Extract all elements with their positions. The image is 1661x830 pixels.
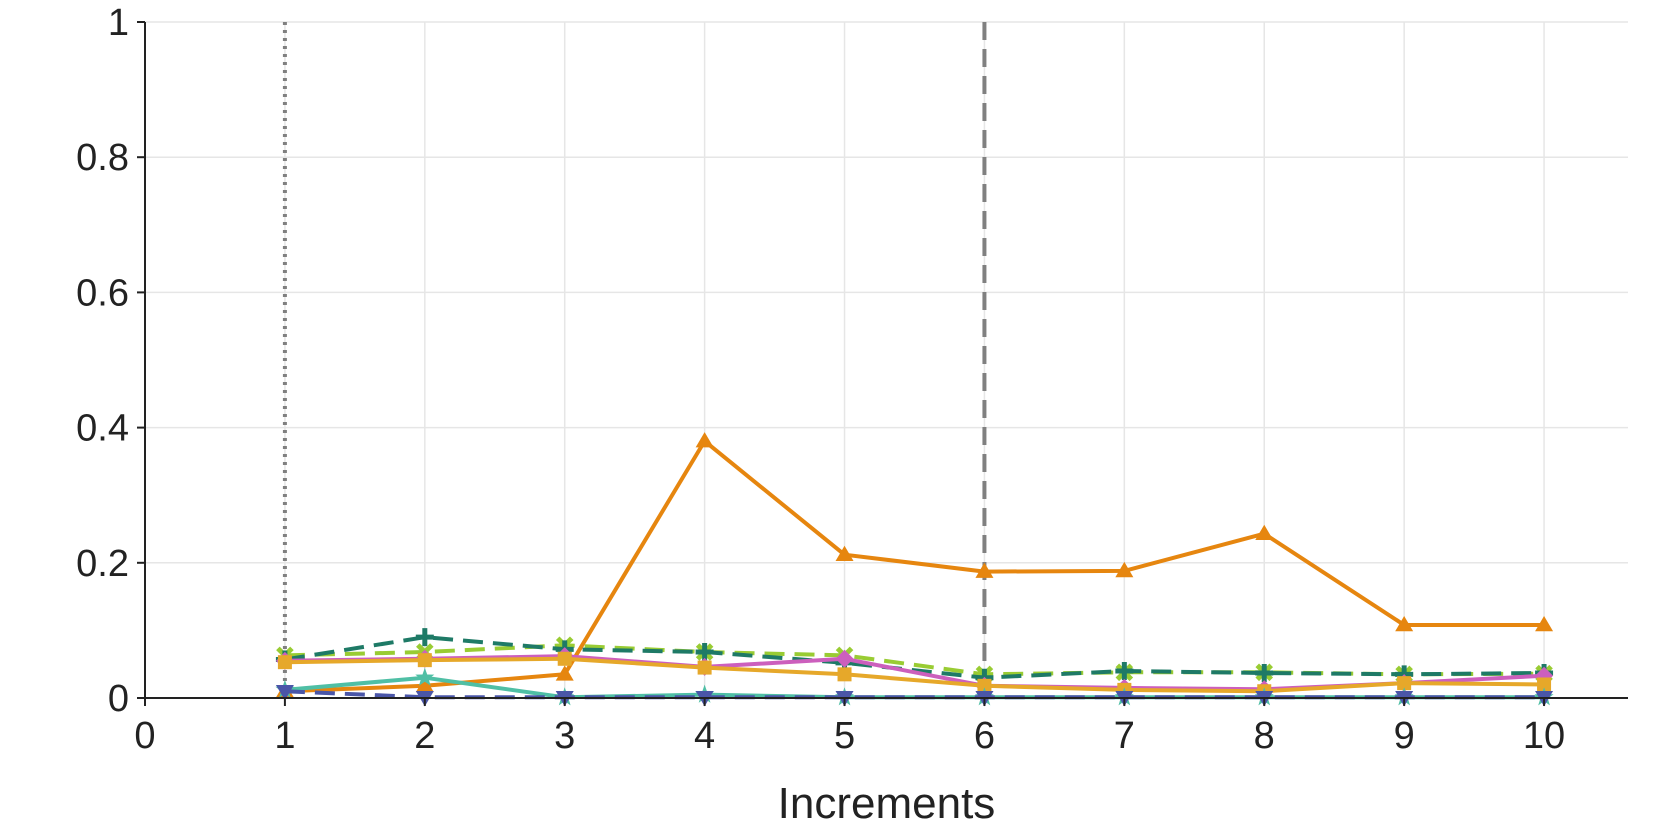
grid: [145, 21, 1628, 698]
x-tick-label: 5: [834, 715, 855, 757]
data-point-triangle: [695, 432, 714, 448]
data-point-square: [1397, 676, 1412, 691]
data-point-plus: [1115, 661, 1134, 680]
data-point-triangle: [1535, 615, 1554, 632]
data-point-square: [837, 667, 852, 682]
y-tick-label: 0.2: [76, 543, 129, 585]
data-point-triangle: [555, 665, 574, 681]
x-tick-label: 4: [694, 715, 715, 757]
x-tick-label: 3: [554, 715, 575, 757]
data-point-square: [277, 655, 292, 670]
y-tick-label: 0.6: [76, 272, 129, 314]
data-point-triangle-down: [275, 684, 294, 701]
data-point-square: [697, 660, 712, 675]
series-line: [284, 635, 1545, 680]
axes: 0 1 2 3 4 5 6 7 8 9 10 0 0.2 0.4 0.6 0.8 1: [76, 2, 1628, 757]
data-point-triangle: [1115, 561, 1134, 578]
series-line: [284, 656, 1545, 694]
data-point-triangle: [1255, 524, 1274, 541]
x-tick-label: 2: [414, 715, 435, 757]
data-point-triangle: [975, 562, 994, 578]
y-tick-label: 0: [108, 678, 129, 720]
y-tick-label: 1: [108, 2, 129, 44]
x-tick-label: 7: [1114, 715, 1135, 757]
x-tick-label: 6: [974, 715, 995, 757]
reference-lines: [282, 22, 987, 698]
data-point-plus: [1255, 663, 1274, 682]
x-tick-label: 10: [1523, 715, 1565, 757]
x-tick-label: 0: [134, 715, 155, 757]
data-point-square: [417, 653, 432, 668]
data-point-square: [1537, 677, 1552, 692]
data-point-square: [977, 678, 992, 693]
data-point-plus: [415, 628, 434, 647]
data-point-triangle: [1395, 615, 1414, 632]
data-point-square: [557, 651, 572, 666]
x-tick-label: 1: [274, 715, 295, 757]
x-tick-label: 9: [1394, 715, 1415, 757]
data-point-diamond: [835, 649, 854, 668]
x-tick-label: 8: [1254, 715, 1275, 757]
y-tick-label: 0.8: [76, 137, 129, 179]
series-line: [284, 439, 1545, 694]
data-point-star: [415, 667, 435, 686]
series-4: [277, 651, 1552, 699]
x-axis-title: Increments: [778, 779, 996, 828]
data-point-triangle: [415, 676, 434, 693]
y-tick-label: 0.4: [76, 408, 129, 450]
data-point-triangle: [835, 545, 854, 561]
series-lines: [275, 432, 1554, 707]
